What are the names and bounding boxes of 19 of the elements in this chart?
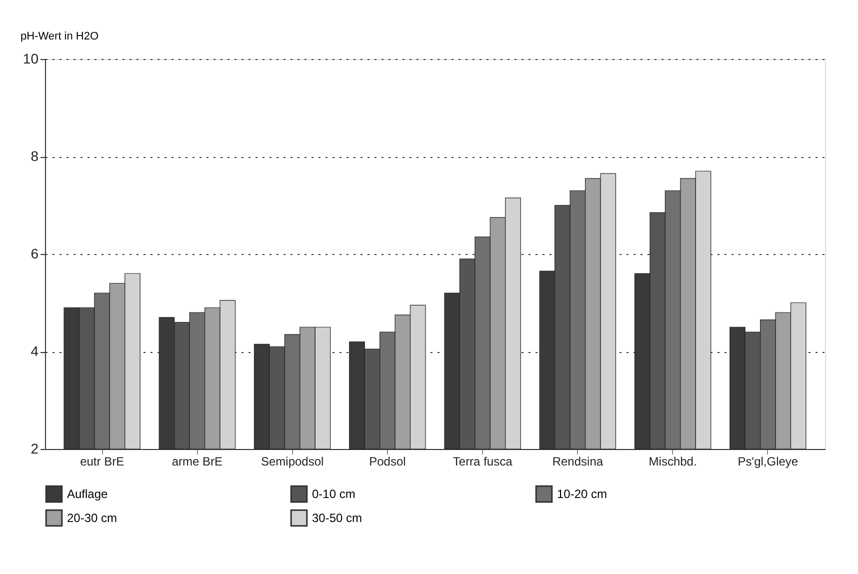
x-tick-label: Rendsina — [552, 454, 604, 468]
x-tick-label: Semipodsol — [260, 454, 324, 468]
legend-label: 10-20 cm — [557, 487, 608, 502]
x-tick-label: Podsol — [369, 454, 406, 468]
y-axis-title: pH-Wert in H2O — [20, 30, 99, 42]
legend-label: 20-30 cm — [67, 511, 118, 525]
y-tick-label: 4 — [30, 343, 39, 359]
x-tick-label: Mischbd. — [648, 454, 697, 468]
x-tick-label: eutr BrE — [80, 454, 124, 468]
y-tick-label: 2 — [30, 440, 39, 456]
y-tick-label: 6 — [30, 246, 39, 262]
legend-label: 30-50 cm — [312, 511, 362, 525]
y-tick-label: 10 — [22, 50, 39, 66]
x-tick-label: arme BrE — [172, 454, 223, 468]
x-tick-label: Terra fusca — [452, 454, 513, 468]
legend-label: Auflage — [67, 487, 108, 502]
x-tick-label: Ps'gl,Gleye — [738, 454, 798, 468]
legend-label: 0-10 cm — [312, 487, 356, 502]
y-tick-label: 8 — [30, 148, 39, 164]
